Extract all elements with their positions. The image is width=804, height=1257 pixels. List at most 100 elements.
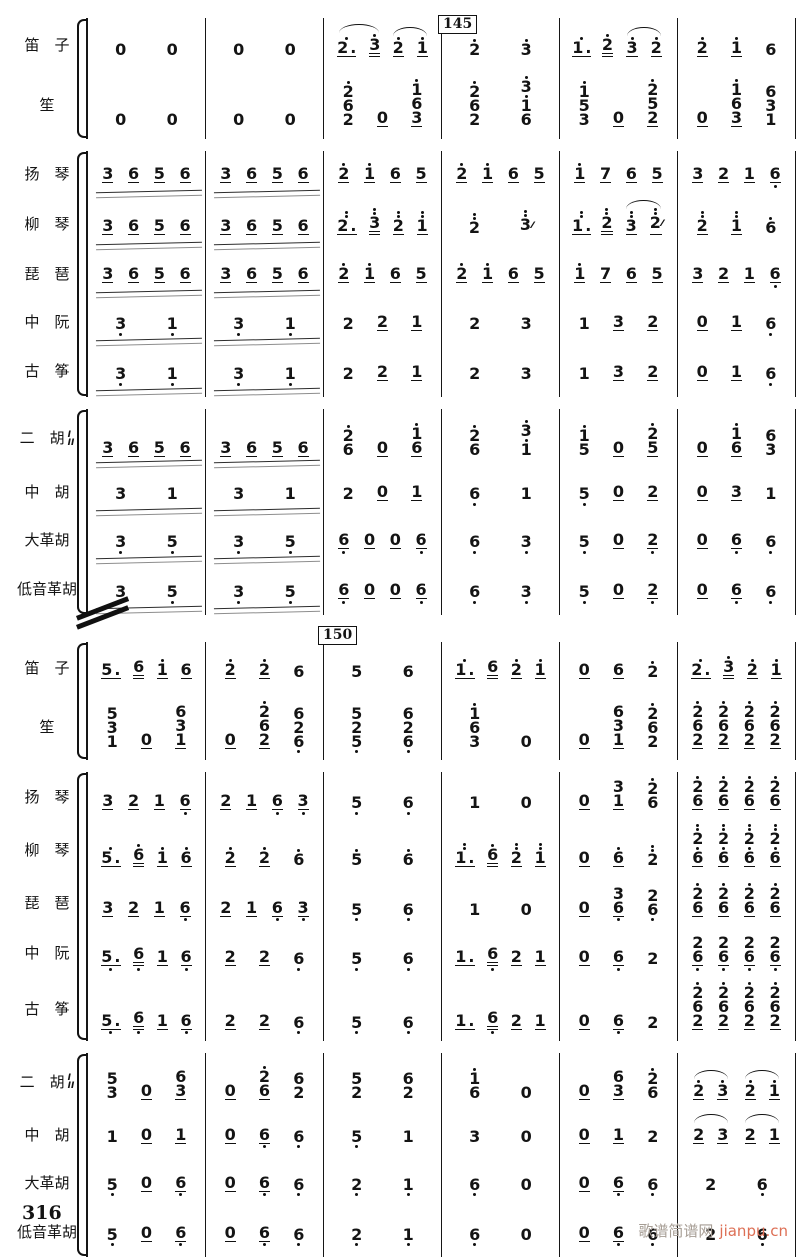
note-digit: 0 [520,731,532,751]
octave-dots [651,1193,655,1198]
note-digit: 5 [533,264,545,283]
note-digit: 6 [612,1172,625,1192]
note: 6 [765,311,776,338]
note-digit: 0 [364,580,376,599]
note: 1 [534,1008,546,1037]
octave-dots [355,847,359,852]
octave-dots [651,844,655,852]
staff-row: 大革胡 5 0 6 0 6 6 2 1 6 0 0 6 6 2 6 [8,1159,796,1207]
note-digit: 2 [338,264,350,283]
instrument-label: 二 胡 I II [19,429,75,448]
octave-dots [473,423,477,428]
note-digit: 2 [258,701,271,721]
note-digit: 3 [520,364,532,383]
note-digit: 2 [769,883,781,903]
note-digit: 5 [271,438,283,457]
instrument-label: 琵 琶 [24,265,70,284]
note-digit: 6 [756,1174,768,1194]
note-digit: 3 [692,164,704,183]
note: 2 [392,210,404,242]
note: 1 [246,788,258,817]
note: 2 [469,361,480,388]
note: 2 [258,1008,271,1037]
staff-row: 低音革胡 5 0 6 0 6 6 2 1 6 0 0 6 6 2 6 [8,1207,796,1257]
octave-dots [747,980,751,985]
note: 6 [175,1170,187,1199]
note-digit: 0 [376,482,389,501]
octave-dots [721,1078,725,1083]
note-digit: 3 [730,108,743,127]
note-digit: 2 [692,1010,704,1030]
note-digit: 2 [224,1010,236,1030]
octave-dots [406,750,410,755]
note-digit: 1 [730,216,743,235]
octave-dots [472,212,476,220]
octave-dots [747,881,751,886]
octave-dots [722,699,726,704]
note: 0 [521,1080,532,1107]
note: 6 [389,161,401,190]
note-digit: 6 [730,530,743,549]
note-digit: 5. [101,848,121,867]
note: 2 [224,1008,236,1037]
note-digit: 7 [600,264,612,283]
note-digit: 2. [691,659,711,679]
note: 1 [574,161,586,190]
note-digit: 2 [220,791,232,810]
note: 6 [128,435,140,464]
note-digit: 6 [258,1172,271,1192]
note-digit: 1 [402,1224,414,1244]
note: 1 [770,657,782,686]
note-digit: 6 [128,264,140,283]
octave-dots [228,845,232,850]
octave-dots [580,210,584,218]
measure: 0 1 2 [560,1111,678,1159]
note: 2 [220,788,232,817]
note-digit: 0 [578,1124,590,1144]
note-digit: 6 [293,850,305,869]
note: 1 [167,481,178,508]
octave-dots [406,811,410,817]
note-digit: 6 [743,848,755,867]
note: 2 [647,527,659,556]
note-digit: 6 [402,949,414,968]
note: 6 [487,1005,499,1037]
note-digit: 1 [534,848,546,867]
staff-row: 二 胡 I II 5 3 0 6 3 0 2 6 6 2 5 2 6 2 1 6 0 0 6 3 2 6 2 3 2 1 [8,1053,796,1111]
octave-dots [355,750,359,755]
note: 6 [469,1222,480,1249]
note-digit: 1 [416,216,428,235]
octave-dots [769,382,773,388]
octave-dots [262,657,266,662]
note-digit: 5 [651,164,663,183]
note-digit: 6 [415,530,427,549]
octave-dots [137,967,141,973]
note-digit: 2 [769,933,781,952]
note-digit: 2 [402,1082,414,1102]
octave-dots [772,1078,776,1083]
note-digit: 1. [572,37,592,57]
note-digit: 5 [351,731,363,751]
octave-dots [696,881,700,886]
octave-dots [651,550,655,556]
note-digit: 2 [510,659,522,679]
note-digit: 3 [717,1080,729,1100]
